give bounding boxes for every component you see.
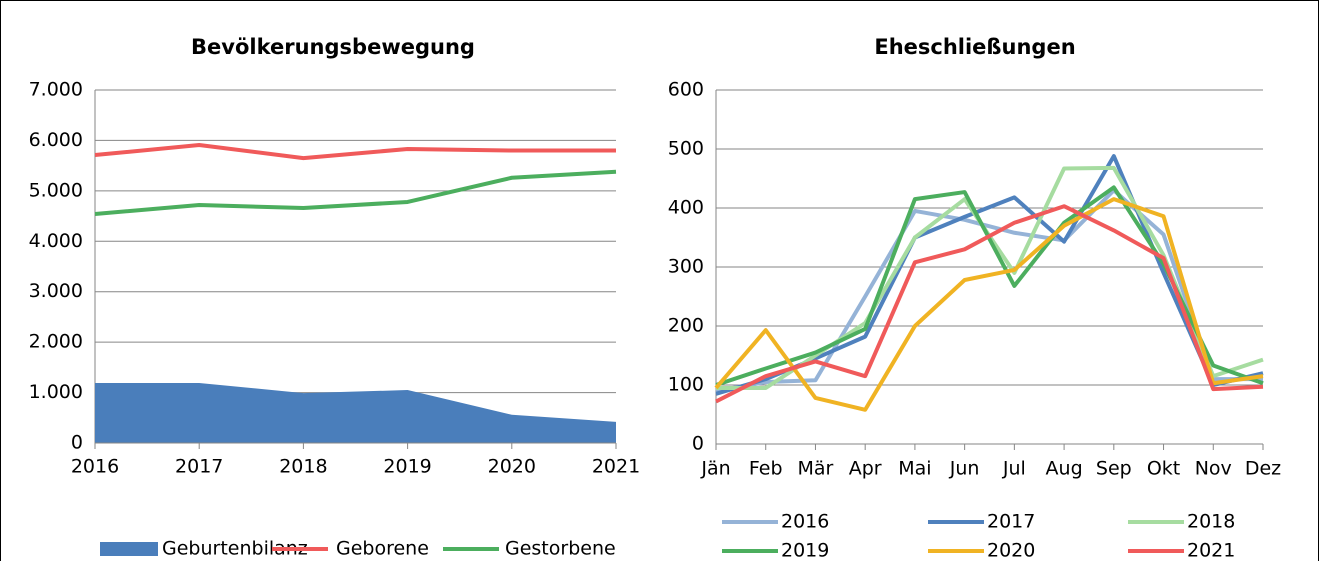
- legend-label: 2021: [1187, 540, 1235, 561]
- x-tick-label: Okt: [1147, 458, 1180, 480]
- y-tick-label: 1.000: [29, 381, 83, 403]
- x-tick-label: 2021: [592, 456, 640, 478]
- legend-label: 2020: [987, 540, 1035, 561]
- x-tick-label: Jän: [700, 458, 730, 480]
- legend-label: 2016: [781, 511, 829, 533]
- y-tick-label: 2.000: [29, 331, 83, 353]
- y-tick-label: 0: [692, 433, 704, 455]
- y-tick-label: 6.000: [29, 129, 83, 151]
- area: [95, 382, 616, 443]
- y-tick-label: 200: [668, 315, 704, 337]
- line: [714, 197, 1264, 412]
- legend-label: Geborene: [336, 538, 429, 560]
- y-tick-label: 300: [668, 256, 704, 278]
- x-tick-label: Aug: [1046, 458, 1083, 480]
- legend-swatch: [100, 542, 158, 556]
- y-tick-label: 7.000: [29, 79, 83, 101]
- x-tick-label: Jul: [1002, 458, 1026, 480]
- legend-label: Geburtenbilanz: [162, 538, 308, 560]
- y-tick-label: 100: [668, 374, 704, 396]
- chart-title: Eheschließungen: [874, 35, 1075, 59]
- line: [715, 204, 1264, 404]
- y-tick-label: 600: [668, 79, 704, 101]
- x-tick-label: Nov: [1195, 458, 1232, 480]
- chart-title: Bevölkerungsbewegung: [191, 35, 475, 59]
- y-tick-label: 0: [71, 432, 83, 454]
- x-tick-label: Dez: [1245, 458, 1281, 480]
- x-tick-label: Sep: [1096, 458, 1132, 480]
- legend-label: 2017: [987, 511, 1035, 533]
- x-tick-label: Mär: [798, 458, 834, 480]
- x-tick-label: Jun: [949, 458, 980, 480]
- x-tick-label: 2017: [175, 456, 223, 478]
- x-tick-label: Feb: [749, 458, 783, 480]
- y-tick-label: 5.000: [29, 179, 83, 201]
- legend-label: Gestorbene: [505, 538, 616, 560]
- line: [715, 188, 1263, 393]
- y-tick-label: 3.000: [29, 280, 83, 302]
- x-tick-label: 2020: [488, 456, 536, 478]
- y-tick-label: 400: [668, 197, 704, 219]
- x-tick-label: Mai: [898, 458, 931, 480]
- y-tick-label: 500: [668, 138, 704, 160]
- x-tick-label: 2016: [71, 456, 119, 478]
- x-tick-label: Apr: [849, 458, 882, 480]
- line: [94, 169, 617, 217]
- line: [94, 142, 616, 161]
- x-tick-label: 2018: [279, 456, 327, 478]
- legend-label: 2019: [781, 540, 829, 561]
- y-tick-label: 4.000: [29, 230, 83, 252]
- legend-label: 2018: [1187, 511, 1235, 533]
- x-tick-label: 2019: [383, 456, 431, 478]
